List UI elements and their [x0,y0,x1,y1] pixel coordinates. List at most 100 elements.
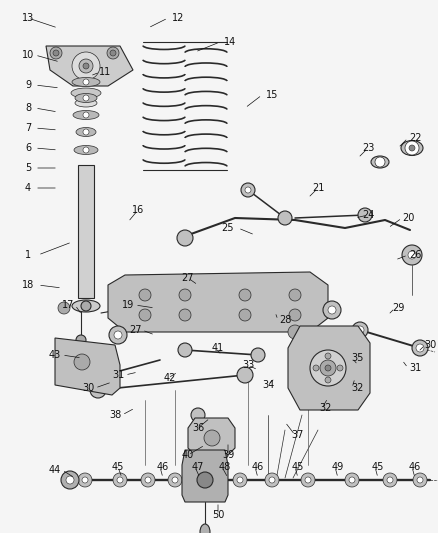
Polygon shape [108,272,328,332]
Circle shape [409,145,415,151]
Text: 43: 43 [49,350,61,360]
Circle shape [83,95,89,101]
Ellipse shape [401,141,423,156]
Circle shape [81,301,91,311]
Circle shape [289,309,301,321]
Text: 31: 31 [409,363,421,373]
Polygon shape [188,418,235,455]
Text: 45: 45 [292,462,304,472]
Circle shape [197,472,213,488]
Circle shape [325,365,331,371]
Text: 36: 36 [192,423,204,433]
Circle shape [289,289,301,301]
Circle shape [251,348,265,362]
Text: 39: 39 [222,450,234,460]
Circle shape [179,289,191,301]
Circle shape [337,365,343,371]
Circle shape [72,52,100,80]
Circle shape [76,335,86,345]
Circle shape [109,326,127,344]
Ellipse shape [200,524,210,533]
Text: 24: 24 [362,210,374,220]
Ellipse shape [75,93,97,102]
Text: 12: 12 [172,13,184,23]
Text: 30: 30 [82,383,94,393]
Circle shape [82,477,88,483]
Circle shape [83,147,89,153]
Text: 6: 6 [25,143,31,153]
Circle shape [345,473,359,487]
Circle shape [239,289,251,301]
Circle shape [328,306,336,314]
Text: 17: 17 [62,300,74,310]
Circle shape [97,367,113,383]
Circle shape [325,353,331,359]
Ellipse shape [74,146,98,155]
Circle shape [107,47,119,59]
Text: 46: 46 [157,462,169,472]
Text: 35: 35 [352,353,364,363]
Text: 46: 46 [409,462,421,472]
Ellipse shape [71,88,101,98]
Circle shape [237,477,243,483]
Text: 29: 29 [392,303,404,313]
Circle shape [305,477,311,483]
Circle shape [320,360,336,376]
Circle shape [191,408,205,422]
Text: 16: 16 [132,205,144,215]
Circle shape [50,47,62,59]
Circle shape [375,157,385,167]
Circle shape [83,79,89,85]
Ellipse shape [76,127,96,136]
Text: 27: 27 [182,273,194,283]
Text: 41: 41 [212,343,224,353]
Circle shape [179,309,191,321]
Circle shape [90,382,106,398]
Circle shape [61,471,79,489]
Text: 42: 42 [164,373,176,383]
Circle shape [239,309,251,321]
Circle shape [83,63,89,69]
Text: 9: 9 [25,80,31,90]
Circle shape [402,245,422,265]
Circle shape [198,473,212,487]
Text: 48: 48 [219,462,231,472]
Circle shape [383,473,397,487]
Circle shape [278,211,292,225]
Text: 21: 21 [312,183,324,193]
Circle shape [269,477,275,483]
Text: 40: 40 [182,450,194,460]
Text: 13: 13 [22,13,34,23]
Circle shape [110,50,116,56]
Ellipse shape [371,156,389,168]
Circle shape [204,430,220,446]
Circle shape [265,473,279,487]
Polygon shape [46,46,133,86]
Circle shape [83,112,89,118]
Circle shape [352,322,368,338]
Circle shape [78,473,92,487]
Text: 44: 44 [49,465,61,475]
Text: 32: 32 [352,383,364,393]
Text: 50: 50 [212,510,224,520]
Circle shape [233,473,247,487]
Circle shape [113,473,127,487]
Text: 4: 4 [25,183,31,193]
Circle shape [408,251,416,259]
Circle shape [141,473,155,487]
Text: 45: 45 [372,462,384,472]
Circle shape [66,476,74,484]
Circle shape [139,289,151,301]
Circle shape [168,473,182,487]
Text: 18: 18 [22,280,34,290]
Circle shape [145,477,151,483]
Text: 19: 19 [122,300,134,310]
Circle shape [202,477,208,483]
Text: 32: 32 [319,403,331,413]
Circle shape [241,183,255,197]
Text: 25: 25 [222,223,234,233]
Circle shape [325,377,331,383]
Polygon shape [288,326,370,410]
Text: 22: 22 [409,133,421,143]
Circle shape [313,365,319,371]
